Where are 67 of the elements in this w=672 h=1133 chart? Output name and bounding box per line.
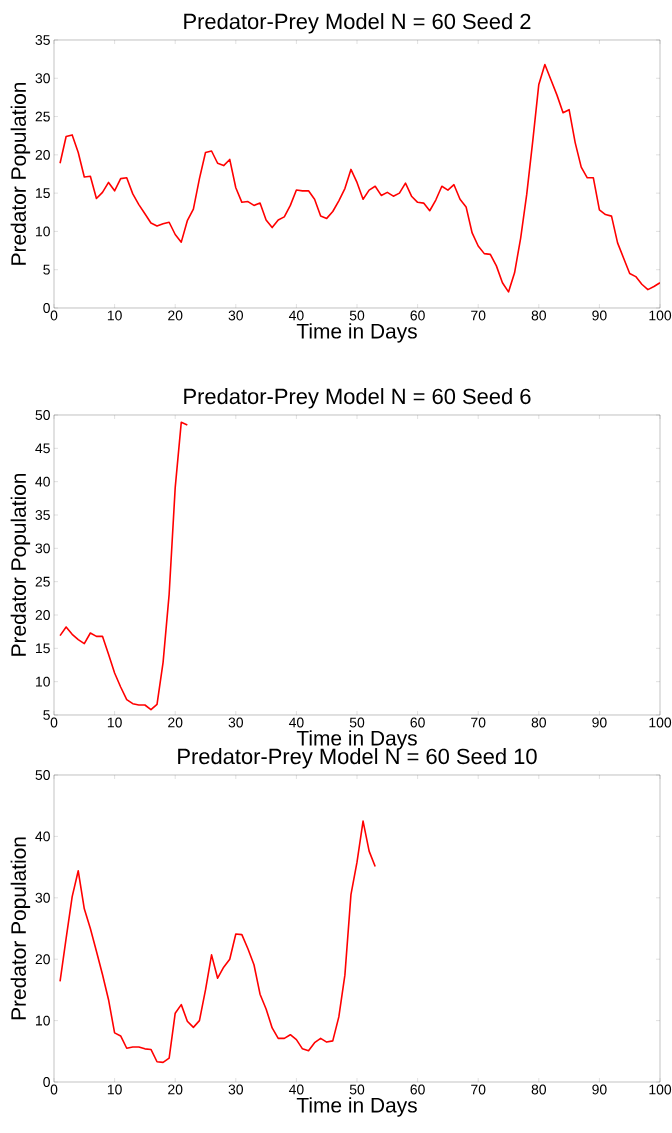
x-tick-label: 10	[107, 1084, 122, 1095]
x-tick-label: 40	[288, 310, 304, 321]
x-tick-label: 50	[349, 717, 365, 728]
y-axis-title: Predator Population	[10, 473, 31, 656]
x-tick-label: 50	[349, 310, 365, 321]
y-tick-label: 30	[35, 892, 50, 903]
y-tick-label: 5	[43, 264, 50, 275]
chart-title: Predator-Prey Model N = 60 Seed 6	[184, 388, 531, 409]
line-series	[59, 421, 189, 711]
x-tick-label: 100	[649, 1084, 672, 1095]
x-tick-label: 100	[649, 310, 672, 321]
line-series	[59, 820, 376, 1064]
x-tick-label: 50	[349, 1084, 365, 1095]
x-axis-title: Time in Days	[296, 1097, 417, 1117]
x-tick-label: 30	[228, 717, 244, 728]
y-tick-label: 40	[35, 476, 50, 487]
y-tick-label: 15	[36, 643, 50, 654]
x-tick-label: 0	[50, 310, 58, 321]
x-tick-label: 70	[471, 717, 486, 728]
x-tick-label: 90	[592, 1084, 607, 1095]
x-tick-label: 90	[592, 717, 607, 728]
y-tick-label: 20	[35, 610, 50, 620]
y-tick-label: 10	[36, 226, 50, 237]
y-tick-label: 5	[43, 710, 50, 720]
x-tick-label: 30	[228, 1084, 244, 1095]
y-tick-label: 35	[35, 35, 50, 45]
y-axis-title: Predator Population	[10, 82, 31, 265]
x-tick-label: 40	[288, 717, 304, 728]
x-tick-label: 60	[410, 310, 425, 321]
y-tick-label: 25	[35, 111, 50, 122]
x-tick-label: 20	[168, 1084, 183, 1095]
x-axis-title: Time in Days	[296, 323, 417, 343]
x-tick-label: 30	[228, 310, 244, 321]
y-tick-label: 40	[35, 831, 50, 842]
line-series	[59, 63, 661, 293]
x-tick-label: 80	[531, 1084, 547, 1095]
y-tick-label: 30	[35, 543, 50, 554]
x-tick-label: 100	[649, 717, 672, 728]
chart-title: Predator-Prey Model N = 60 Seed 2	[184, 13, 531, 34]
x-tick-label: 20	[168, 310, 183, 321]
x-tick-label: 70	[471, 310, 486, 321]
x-tick-label: 90	[592, 310, 607, 321]
y-tick-label: 45	[35, 443, 50, 454]
y-tick-label: 35	[35, 510, 50, 520]
y-tick-label: 25	[35, 576, 50, 587]
x-tick-label: 0	[50, 1084, 58, 1095]
x-tick-label: 20	[168, 717, 183, 728]
x-tick-label: 80	[531, 717, 547, 728]
y-tick-label: 10	[36, 1015, 50, 1026]
x-tick-label: 60	[410, 717, 425, 728]
y-tick-label: 10	[36, 676, 50, 687]
y-tick-label: 30	[35, 73, 50, 84]
y-tick-label: 15	[36, 188, 50, 198]
y-tick-label: 20	[35, 149, 50, 160]
x-tick-label: 40	[288, 1084, 304, 1095]
y-tick-label: 50	[35, 410, 50, 420]
x-tick-label: 60	[410, 1084, 425, 1095]
x-tick-label: 0	[50, 717, 58, 728]
y-tick-label: 20	[35, 954, 50, 965]
x-tick-label: 10	[107, 310, 122, 321]
x-tick-label: 10	[107, 717, 122, 728]
x-tick-label: 70	[471, 1084, 486, 1095]
y-tick-label: 0	[43, 1077, 50, 1087]
x-tick-label: 80	[531, 310, 547, 321]
y-tick-label: 50	[35, 770, 50, 780]
y-axis-title: Predator Population	[10, 837, 31, 1020]
y-tick-label: 0	[43, 303, 50, 313]
